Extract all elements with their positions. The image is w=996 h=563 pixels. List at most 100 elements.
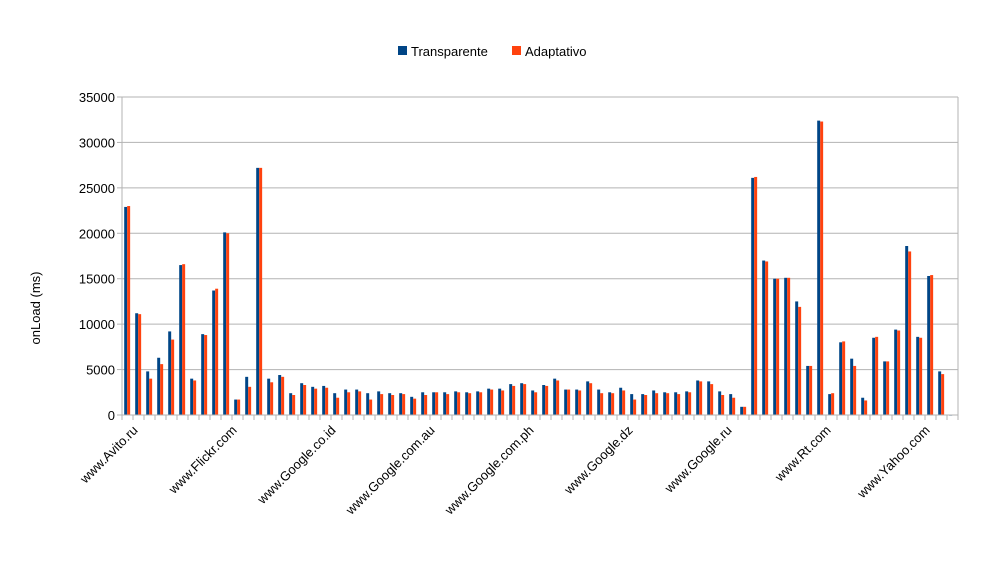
bar-transparente (289, 393, 293, 415)
bar-adaptativo (754, 176, 758, 415)
bar-adaptativo (688, 392, 692, 415)
bar-transparente (630, 394, 634, 415)
bar-adaptativo (864, 400, 868, 415)
bar-adaptativo (776, 278, 780, 415)
bar-adaptativo (930, 275, 934, 415)
x-category-label: www.Google.dz (560, 423, 635, 498)
bar-transparente (707, 381, 711, 415)
bar-transparente (597, 389, 601, 415)
bar-transparente (212, 290, 216, 415)
bar-adaptativo (578, 390, 582, 415)
bar-adaptativo (897, 330, 901, 415)
legend-label-transparente: Transparente (411, 44, 488, 59)
bar-adaptativo (248, 386, 252, 415)
bar-transparente (421, 392, 425, 415)
bar-transparente (927, 275, 931, 415)
bar-transparente (784, 277, 788, 415)
bar-transparente (553, 378, 557, 415)
bar-series (124, 120, 953, 416)
x-category-label: www.Google.co.id (254, 423, 339, 508)
bar-adaptativo (567, 389, 571, 415)
bar-transparente (641, 394, 645, 415)
bar-transparente (938, 371, 942, 415)
bar-adaptativo (468, 393, 472, 415)
bar-adaptativo (380, 394, 384, 415)
bar-adaptativo (622, 390, 626, 415)
bar-transparente (311, 386, 315, 415)
bar-transparente (355, 389, 359, 415)
bar-transparente (410, 396, 414, 415)
bar-adaptativo (127, 206, 131, 415)
bar-adaptativo (446, 394, 450, 415)
bar-adaptativo (138, 314, 142, 415)
bar-adaptativo (633, 399, 637, 415)
y-tick-label: 35000 (79, 90, 115, 105)
x-category-label: www.Yahoo.com (854, 423, 933, 502)
bar-transparente (575, 389, 579, 415)
bar-adaptativo (853, 365, 857, 415)
bar-transparente (883, 361, 887, 415)
y-tick-label: 30000 (79, 135, 115, 150)
bar-adaptativo (435, 392, 439, 415)
y-tick-label: 0 (108, 408, 115, 423)
y-tick-label: 20000 (79, 226, 115, 241)
bar-adaptativo (842, 341, 846, 415)
bar-transparente (201, 334, 205, 415)
bar-adaptativo (600, 393, 604, 415)
bar-adaptativo (457, 392, 461, 415)
bar-adaptativo (336, 397, 340, 415)
bar-adaptativo (743, 406, 747, 415)
bar-transparente (443, 392, 447, 415)
y-axis-ticks: 0 5000 10000 15000 20000 25000 30000 35000 (79, 90, 122, 423)
bar-transparente (190, 378, 194, 415)
bar-adaptativo (358, 391, 362, 415)
bar-adaptativo (886, 361, 890, 415)
chart-legend: Transparente Adaptativo (398, 44, 586, 59)
bar-adaptativo (534, 392, 538, 415)
bar-transparente (498, 388, 502, 415)
bar-transparente (740, 406, 744, 415)
bar-transparente (905, 246, 909, 415)
bar-adaptativo (270, 382, 274, 415)
bar-transparente (729, 394, 733, 415)
bar-adaptativo (490, 389, 494, 415)
bar-transparente (476, 391, 480, 415)
bar-transparente (377, 391, 381, 415)
bar-adaptativo (281, 376, 285, 415)
x-category-label: www.Flickr.com (165, 423, 240, 498)
bar-transparente (718, 391, 722, 415)
bar-transparente (663, 392, 667, 415)
bar-transparente (465, 392, 469, 415)
y-tick-label: 15000 (79, 272, 115, 287)
bar-transparente (652, 390, 656, 415)
bar-adaptativo (831, 393, 835, 415)
bar-adaptativo (149, 378, 153, 415)
bar-transparente (344, 389, 348, 415)
bar-transparente (256, 167, 260, 415)
x-category-label: www.Google.com.ph (441, 423, 537, 519)
bar-transparente (828, 394, 832, 415)
bar-transparente (861, 397, 865, 415)
bar-adaptativo (259, 167, 263, 415)
gridlines (122, 96, 958, 416)
bar-transparente (509, 384, 513, 415)
bar-transparente (520, 383, 524, 415)
bar-adaptativo (721, 395, 725, 415)
bar-transparente (751, 177, 755, 415)
bar-transparente (366, 393, 370, 415)
bar-transparente (894, 329, 898, 415)
bar-adaptativo (545, 385, 549, 415)
x-category-label: www.Avito.ru (76, 423, 140, 487)
y-tick-label: 5000 (86, 363, 115, 378)
bar-transparente (487, 388, 491, 415)
bar-adaptativo (798, 306, 802, 415)
bar-transparente (322, 385, 326, 415)
bar-transparente (817, 120, 821, 415)
bar-transparente (124, 206, 128, 415)
bar-adaptativo (402, 394, 406, 415)
bar-transparente (179, 265, 183, 415)
bar-adaptativo (710, 384, 714, 415)
bar-adaptativo (908, 251, 912, 415)
bar-adaptativo (787, 277, 791, 415)
bar-adaptativo (820, 121, 824, 415)
